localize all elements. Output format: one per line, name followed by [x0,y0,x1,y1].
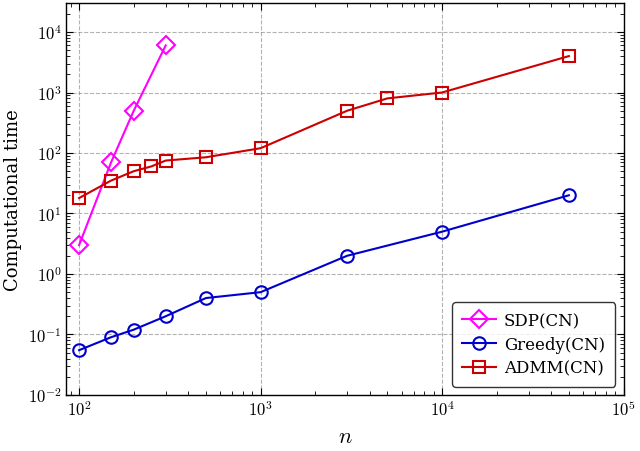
ADMM(CN) [343,109,351,114]
Greedy(CN) [162,314,170,319]
Greedy(CN) [108,335,115,340]
ADMM(CN) [565,54,573,60]
SDP(CN) [130,109,138,114]
ADMM(CN) [438,91,446,96]
SDP(CN) [76,243,83,248]
ADMM(CN) [130,169,138,175]
Greedy(CN) [76,348,83,353]
ADMM(CN) [162,158,170,164]
ADMM(CN) [147,164,155,170]
Line: ADMM(CN): ADMM(CN) [73,51,575,205]
Greedy(CN) [202,296,210,301]
Line: SDP(CN): SDP(CN) [73,40,172,252]
ADMM(CN) [108,179,115,184]
Greedy(CN) [130,327,138,333]
Greedy(CN) [257,290,264,295]
Greedy(CN) [438,230,446,235]
ADMM(CN) [383,97,391,102]
X-axis label: $\mathbf{\mathit{n}}$: $\mathbf{\mathit{n}}$ [337,425,352,447]
Greedy(CN) [343,253,351,259]
Line: Greedy(CN): Greedy(CN) [73,189,575,357]
ADMM(CN) [257,146,264,152]
SDP(CN) [162,44,170,49]
ADMM(CN) [76,196,83,201]
ADMM(CN) [202,155,210,161]
Y-axis label: Computational time: Computational time [4,109,22,290]
Legend: SDP(CN), Greedy(CN), ADMM(CN): SDP(CN), Greedy(CN), ADMM(CN) [452,303,615,387]
Greedy(CN) [565,193,573,198]
SDP(CN) [108,160,115,166]
